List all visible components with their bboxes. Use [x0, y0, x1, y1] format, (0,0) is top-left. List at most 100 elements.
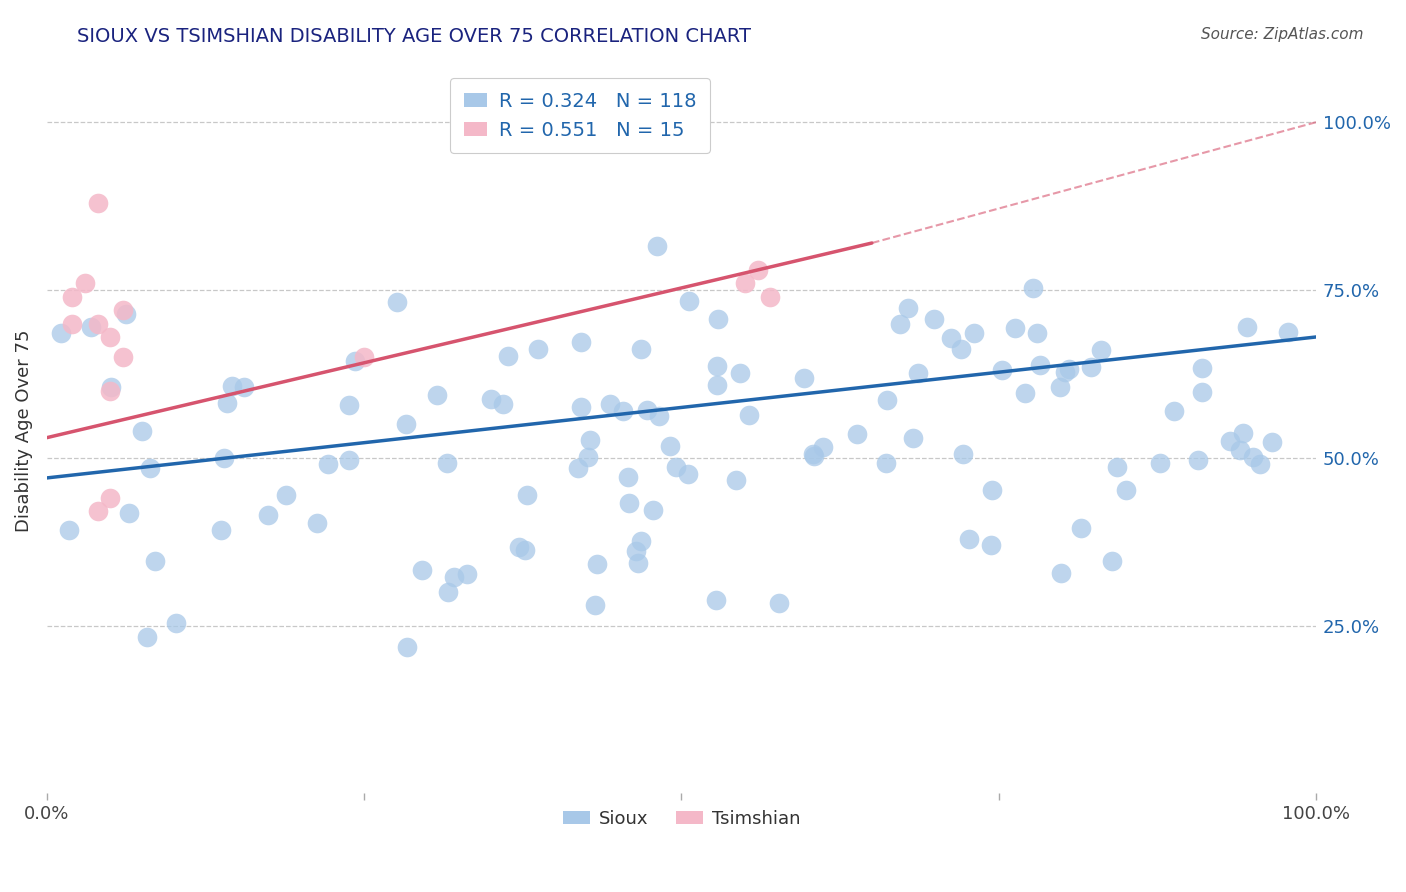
Text: Source: ZipAtlas.com: Source: ZipAtlas.com: [1201, 27, 1364, 42]
Point: [209, 523, 232, 537]
Point: [612, 403, 634, 417]
Point: [86, 504, 108, 518]
Point: [957, 532, 980, 546]
Point: [58, 524, 80, 538]
Point: [707, 311, 730, 326]
Point: [112, 350, 135, 364]
Point: [1229, 442, 1251, 457]
Text: SIOUX VS TSIMSHIAN DISABILITY AGE OVER 75 CORRELATION CHART: SIOUX VS TSIMSHIAN DISABILITY AGE OVER 7…: [77, 27, 751, 45]
Point: [576, 450, 599, 465]
Point: [567, 460, 589, 475]
Point: [1101, 554, 1123, 568]
Point: [1049, 566, 1071, 580]
Point: [728, 366, 751, 380]
Point: [1191, 384, 1213, 399]
Point: [516, 488, 538, 502]
Point: [73, 277, 96, 291]
Point: [980, 538, 1002, 552]
Point: [221, 379, 243, 393]
Point: [747, 263, 769, 277]
Point: [1080, 360, 1102, 375]
Point: [641, 503, 664, 517]
Point: [115, 307, 138, 321]
Point: [1277, 325, 1299, 339]
Point: [316, 457, 339, 471]
Point: [527, 343, 550, 357]
Point: [803, 450, 825, 464]
Point: [636, 403, 658, 417]
Point: [426, 387, 449, 401]
Point: [630, 342, 652, 356]
Point: [1070, 521, 1092, 535]
Point: [901, 431, 924, 445]
Point: [98, 491, 121, 505]
Point: [793, 371, 815, 385]
Point: [1059, 362, 1081, 376]
Point: [647, 239, 669, 253]
Point: [991, 363, 1014, 377]
Point: [1022, 281, 1045, 295]
Point: [98, 330, 121, 344]
Point: [1187, 453, 1209, 467]
Point: [980, 483, 1002, 498]
Point: [233, 380, 256, 394]
Point: [305, 516, 328, 531]
Point: [801, 447, 824, 461]
Point: [112, 303, 135, 318]
Point: [513, 543, 536, 558]
Point: [60, 290, 83, 304]
Point: [627, 556, 650, 570]
Point: [1163, 404, 1185, 418]
Point: [508, 540, 530, 554]
Point: [876, 393, 898, 408]
Point: [479, 392, 502, 406]
Point: [1241, 450, 1264, 465]
Point: [492, 397, 515, 411]
Point: [569, 400, 592, 414]
Point: [768, 596, 790, 610]
Point: [678, 294, 700, 309]
Point: [337, 398, 360, 412]
Point: [100, 379, 122, 393]
Point: [1232, 426, 1254, 441]
Point: [706, 359, 728, 373]
Point: [385, 294, 408, 309]
Point: [395, 417, 418, 432]
Point: [436, 456, 458, 470]
Point: [759, 290, 782, 304]
Point: [897, 301, 920, 315]
Point: [165, 615, 187, 630]
Point: [616, 470, 638, 484]
Point: [131, 424, 153, 438]
Point: [952, 447, 974, 461]
Point: [676, 467, 699, 482]
Point: [256, 508, 278, 523]
Point: [648, 409, 671, 423]
Point: [1249, 458, 1271, 472]
Point: [118, 506, 141, 520]
Point: [1261, 434, 1284, 449]
Point: [1115, 483, 1137, 497]
Point: [1028, 359, 1050, 373]
Point: [1026, 326, 1049, 340]
Point: [135, 630, 157, 644]
Y-axis label: Disability Age Over 75: Disability Age Over 75: [15, 330, 32, 533]
Point: [599, 396, 621, 410]
Point: [569, 334, 592, 349]
Point: [813, 440, 835, 454]
Point: [337, 453, 360, 467]
Point: [704, 592, 727, 607]
Point: [659, 439, 682, 453]
Point: [949, 342, 972, 356]
Point: [1014, 385, 1036, 400]
Point: [98, 384, 121, 398]
Point: [665, 459, 688, 474]
Point: [51, 326, 73, 341]
Point: [145, 554, 167, 568]
Point: [586, 557, 609, 571]
Point: [963, 326, 986, 341]
Point: [1049, 380, 1071, 394]
Point: [1191, 360, 1213, 375]
Point: [496, 349, 519, 363]
Point: [60, 317, 83, 331]
